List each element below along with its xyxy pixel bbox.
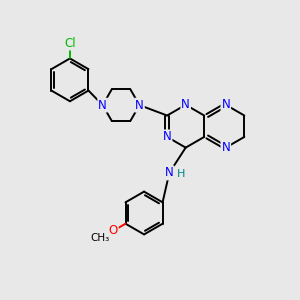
- Text: N: N: [221, 98, 230, 111]
- Text: Cl: Cl: [64, 37, 76, 50]
- Text: N: N: [181, 98, 190, 111]
- Text: N: N: [165, 167, 174, 179]
- Text: O: O: [109, 224, 118, 237]
- Text: N: N: [163, 130, 172, 143]
- Text: N: N: [221, 141, 230, 154]
- Text: N: N: [135, 99, 144, 112]
- Text: CH₃: CH₃: [91, 233, 110, 243]
- Text: N: N: [98, 99, 107, 112]
- Text: H: H: [176, 169, 185, 179]
